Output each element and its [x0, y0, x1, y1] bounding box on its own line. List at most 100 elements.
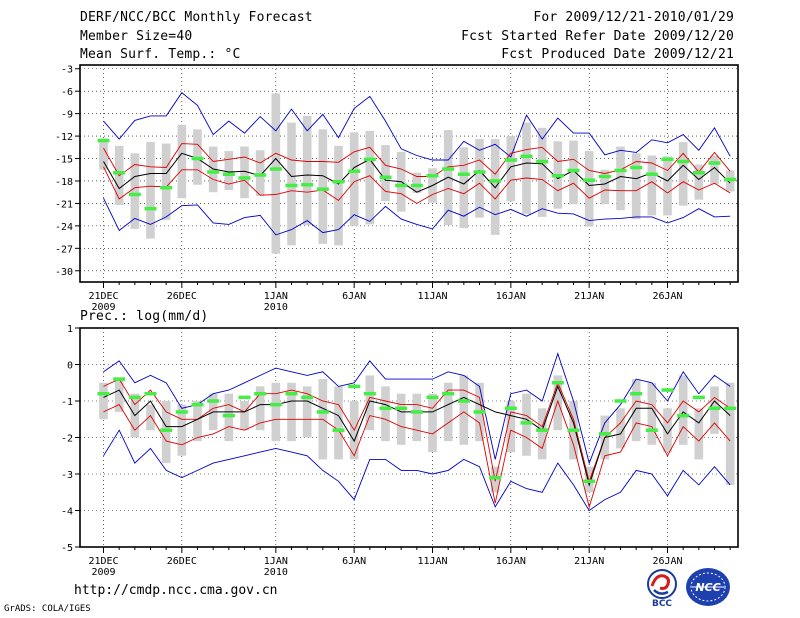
- fcst-produced-date: Fcst Produced Date 2009/12/21: [501, 47, 734, 62]
- spread-box: [349, 132, 359, 226]
- observed-marker: [630, 391, 643, 396]
- x-tick-label: 6JAN: [342, 556, 366, 567]
- spread-box: [271, 382, 281, 442]
- observed-marker: [410, 183, 423, 188]
- x-tick-label: 21DEC: [88, 556, 118, 567]
- observed-marker: [316, 410, 329, 414]
- observed-marker: [583, 479, 596, 484]
- y-tick-label: 1: [67, 324, 73, 335]
- y-tick-label: 0: [67, 361, 73, 372]
- spread-box: [584, 151, 594, 227]
- spread-box: [193, 401, 202, 442]
- spread-box: [522, 122, 531, 214]
- observed-marker: [144, 391, 157, 396]
- observed-marker: [144, 206, 157, 211]
- y-tick-label: -2: [61, 434, 73, 445]
- spread-box: [334, 386, 343, 460]
- observed-marker: [207, 399, 220, 403]
- x-tick-label: 21JAN: [574, 291, 604, 302]
- spread-box: [255, 150, 265, 196]
- y-tick-label: -15: [55, 155, 73, 166]
- spread-box: [631, 379, 641, 442]
- x-tick-year: 2009: [91, 302, 115, 313]
- observed-marker: [207, 170, 220, 174]
- spread-box: [287, 382, 296, 442]
- observed-marker: [301, 182, 314, 187]
- observed-marker: [692, 171, 705, 175]
- observed-marker: [410, 410, 423, 414]
- observed-marker: [426, 173, 439, 178]
- spread-box: [130, 153, 140, 229]
- observed-marker: [692, 395, 705, 400]
- x-tick-label: 6JAN: [342, 291, 366, 302]
- spread-box: [616, 408, 625, 449]
- observed-marker: [551, 173, 564, 178]
- spread-box: [240, 146, 249, 199]
- spread-box: [537, 408, 547, 460]
- grads-credit: GrADS: COLA/IGES: [4, 604, 91, 614]
- temp-axis-title: Mean Surf. Temp.: °C: [80, 47, 241, 62]
- spread-box: [224, 151, 234, 190]
- y-tick-label: -30: [55, 267, 73, 278]
- spread-box: [99, 382, 108, 420]
- y-tick-label: -4: [61, 507, 73, 518]
- observed-marker: [379, 406, 392, 411]
- observed-marker: [661, 388, 674, 392]
- spread-box: [146, 404, 155, 431]
- observed-marker: [708, 406, 721, 411]
- observed-marker: [269, 402, 282, 407]
- observed-marker: [724, 406, 737, 411]
- spread-box: [99, 138, 108, 170]
- series-line-mean-spread: [103, 143, 731, 177]
- observed-marker: [113, 377, 126, 381]
- x-tick-label: 11JAN: [417, 556, 447, 567]
- x-tick-label: 26JAN: [652, 556, 682, 567]
- series-line-mean-spread: [103, 399, 731, 509]
- observed-marker: [363, 391, 376, 396]
- website-link[interactable]: http://cmdp.ncc.cma.gov.cn: [74, 583, 278, 598]
- y-tick-label: -27: [55, 244, 73, 255]
- observed-marker: [395, 406, 408, 411]
- observed-marker: [348, 384, 361, 389]
- observed-marker: [128, 395, 141, 400]
- observed-marker: [442, 167, 455, 171]
- spread-box: [522, 393, 531, 456]
- spread-box: [302, 386, 312, 438]
- observed-marker: [504, 158, 517, 162]
- y-tick-label: -21: [55, 199, 73, 210]
- observed-marker: [285, 183, 298, 188]
- spread-box: [302, 115, 312, 226]
- spread-box: [177, 124, 187, 199]
- observed-marker: [222, 413, 235, 418]
- observed-marker: [238, 395, 251, 400]
- spread-box: [396, 393, 406, 445]
- observed-marker: [457, 399, 470, 403]
- observed-marker: [536, 428, 549, 432]
- plot-frame: [79, 64, 739, 283]
- observed-marker: [567, 428, 580, 432]
- series-line-ensemble-mean: [103, 152, 731, 193]
- spread-box: [631, 153, 641, 220]
- series-line-mean-spread: [103, 378, 731, 483]
- observed-marker: [677, 413, 690, 418]
- observed-marker: [191, 156, 204, 161]
- spread-box: [663, 408, 672, 453]
- spread-box: [365, 375, 375, 431]
- y-tick-label: -5: [61, 543, 73, 554]
- spread-box: [255, 386, 265, 431]
- ncc-logo: NCC: [686, 568, 730, 606]
- observed-marker: [348, 169, 361, 174]
- observed-marker: [301, 395, 314, 400]
- observed-marker: [128, 192, 141, 197]
- forecast-period: For 2009/12/21-2010/01/29: [533, 10, 734, 25]
- observed-marker: [97, 138, 110, 143]
- observed-marker: [473, 410, 486, 414]
- x-tick-label: 1JAN: [264, 556, 288, 567]
- observed-marker: [395, 183, 408, 188]
- observed-marker: [614, 168, 627, 173]
- observed-marker: [520, 154, 533, 159]
- observed-marker: [661, 157, 674, 162]
- observed-marker: [238, 176, 251, 180]
- spread-box: [459, 375, 469, 445]
